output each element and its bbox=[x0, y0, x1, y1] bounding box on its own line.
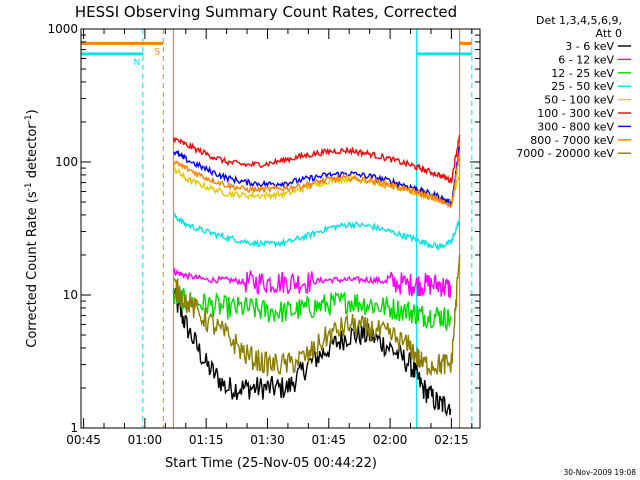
x-tick-label-4: 01:45 bbox=[311, 433, 346, 447]
series-line-7 bbox=[173, 151, 461, 209]
legend-label-5: 100 - 300 keV bbox=[537, 107, 614, 120]
legend-label-7: 800 - 7000 keV bbox=[530, 134, 614, 147]
x-tick-label-3: 01:30 bbox=[250, 433, 285, 447]
legend-header-1: Att 0 bbox=[596, 27, 622, 40]
x-tick-label-2: 01:15 bbox=[189, 433, 224, 447]
x-axis-label: Start Time (25-Nov-05 00:44:22) bbox=[165, 456, 377, 471]
legend-label-8: 7000 - 20000 keV bbox=[516, 147, 614, 160]
legend-label-6: 300 - 800 keV bbox=[537, 120, 614, 133]
x-tick-label-1: 01:00 bbox=[128, 433, 163, 447]
legend-label-3: 25 - 50 keV bbox=[551, 80, 614, 93]
axis-layer: 1 10 100 1000 00:45 01:00 01:15 01:30 01:45 02:00… bbox=[47, 22, 481, 447]
x-tick-label-5: 02:00 bbox=[373, 433, 408, 447]
series-layer bbox=[172, 134, 461, 417]
chart-title: HESSI Observing Summary Count Rates, Cor… bbox=[75, 3, 457, 21]
series-line-2 bbox=[172, 286, 452, 333]
plot-frame bbox=[80, 28, 481, 429]
legend-label-0: 3 - 6 keV bbox=[565, 40, 614, 53]
series-line-8 bbox=[172, 254, 461, 377]
series-line-3 bbox=[172, 212, 461, 252]
series-line-6 bbox=[173, 146, 461, 208]
legend-header-0: Det 1,3,4,5,6,9, bbox=[536, 14, 622, 27]
legend-label-2: 12 - 25 keV bbox=[551, 67, 614, 80]
footer-timestamp: 30-Nov-2009 19:08 bbox=[564, 468, 637, 477]
y-tick-label-0: 1 bbox=[70, 421, 78, 435]
series-line-1 bbox=[172, 267, 452, 299]
legend-label-1: 6 - 12 keV bbox=[558, 53, 614, 66]
y-tick-label-3: 1000 bbox=[47, 22, 78, 36]
y-tick-label-2: 100 bbox=[55, 155, 78, 169]
series-line-5 bbox=[172, 134, 461, 184]
flag-label-0: N bbox=[133, 58, 140, 68]
y-axis-label: Corrected Count Rate (s-1 detector-1) bbox=[24, 109, 40, 347]
series-line-0 bbox=[172, 287, 452, 417]
y-tick-label-1: 10 bbox=[63, 288, 78, 302]
x-tick-label-0: 00:45 bbox=[66, 433, 101, 447]
flag-label-1: S bbox=[154, 47, 160, 57]
legend-label-4: 50 - 100 keV bbox=[544, 94, 614, 107]
x-tick-label-6: 02:15 bbox=[434, 433, 469, 447]
